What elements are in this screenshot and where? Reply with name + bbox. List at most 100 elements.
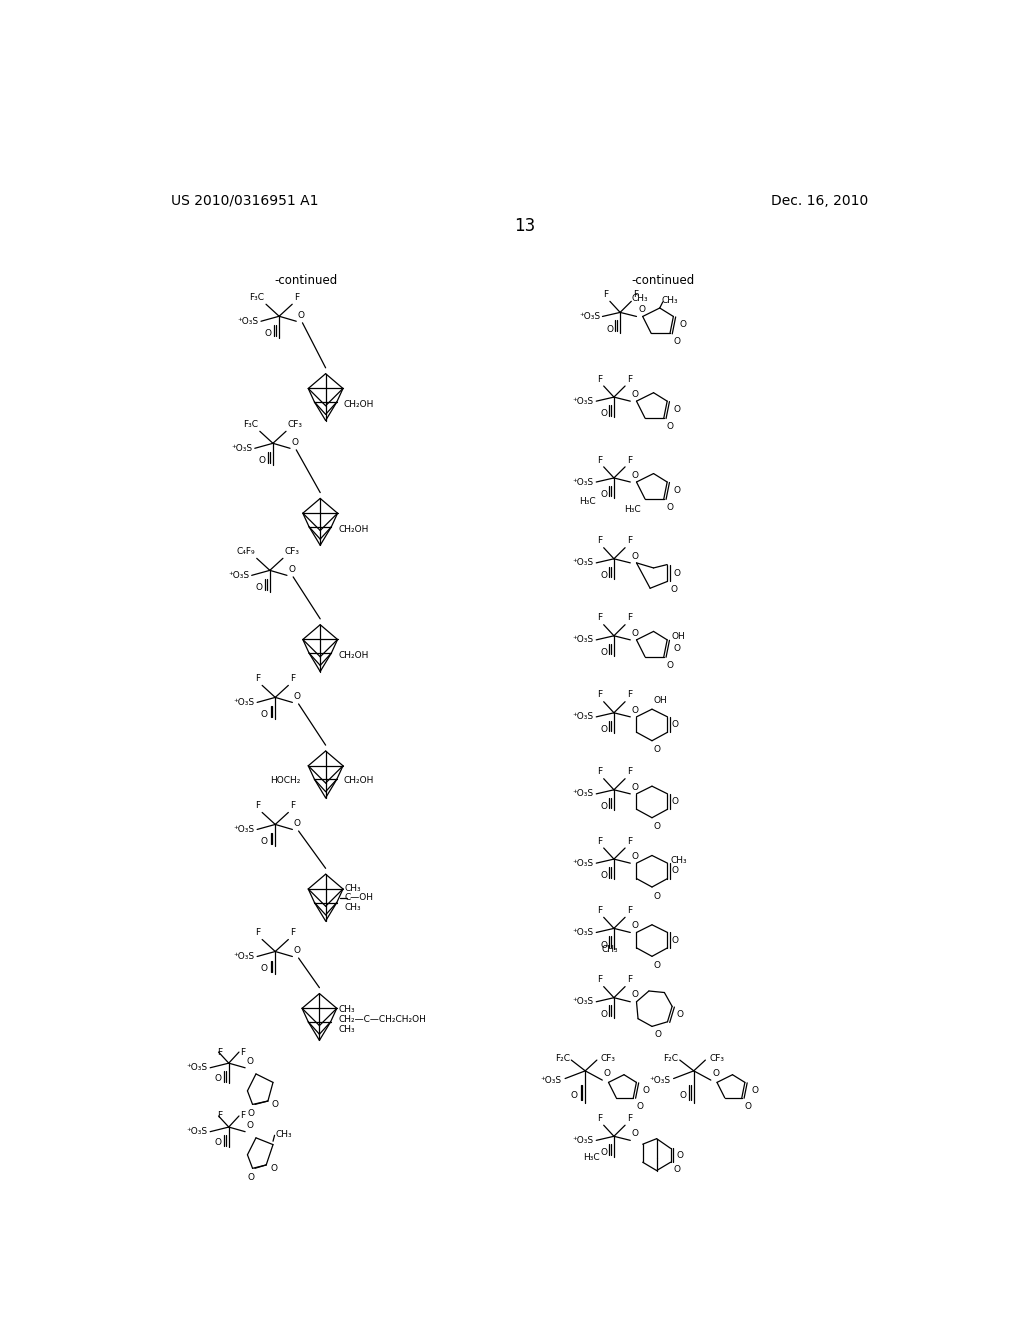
Text: F: F — [597, 1114, 602, 1123]
Text: H₃C: H₃C — [579, 496, 595, 506]
Text: CH₃: CH₃ — [338, 1024, 354, 1034]
Text: O: O — [600, 409, 607, 418]
Text: O: O — [673, 337, 680, 346]
Text: O: O — [606, 325, 613, 334]
Text: F: F — [603, 290, 608, 300]
Text: F: F — [597, 975, 602, 985]
Text: O: O — [674, 1166, 681, 1175]
Text: O: O — [632, 552, 639, 561]
Text: CH₃: CH₃ — [275, 1130, 292, 1139]
Text: O: O — [632, 628, 639, 638]
Text: O: O — [600, 1010, 607, 1019]
Text: F: F — [597, 614, 602, 623]
Text: F: F — [290, 801, 295, 810]
Text: CH₃: CH₃ — [632, 294, 648, 304]
Text: O: O — [672, 797, 678, 807]
Text: O: O — [751, 1085, 758, 1094]
Text: ⁺O₃S: ⁺O₃S — [649, 1076, 671, 1085]
Text: ⁺O₃S: ⁺O₃S — [572, 928, 594, 937]
Text: O: O — [294, 946, 301, 954]
Text: O: O — [270, 1164, 278, 1173]
Text: O: O — [604, 1069, 611, 1077]
Text: O: O — [258, 455, 265, 465]
Text: F: F — [627, 690, 632, 700]
Text: CF₃: CF₃ — [288, 420, 302, 429]
Text: O: O — [600, 1148, 607, 1158]
Text: O: O — [632, 389, 639, 399]
Text: OH: OH — [671, 632, 685, 642]
Text: F: F — [597, 455, 602, 465]
Text: C—OH: C—OH — [344, 894, 373, 902]
Text: ⁺O₃S: ⁺O₃S — [572, 1137, 594, 1144]
Text: O: O — [632, 1129, 639, 1138]
Text: US 2010/0316951 A1: US 2010/0316951 A1 — [171, 194, 318, 207]
Text: O: O — [248, 1109, 255, 1118]
Text: O: O — [261, 710, 267, 719]
Text: -continued: -continued — [631, 273, 694, 286]
Text: ⁺O₃S: ⁺O₃S — [228, 570, 250, 579]
Text: ⁺O₃S: ⁺O₃S — [572, 635, 594, 644]
Text: Dec. 16, 2010: Dec. 16, 2010 — [771, 194, 868, 207]
Text: O: O — [653, 891, 660, 900]
Text: O: O — [632, 706, 639, 714]
Text: O: O — [261, 964, 267, 973]
Text: O: O — [653, 746, 660, 754]
Text: O: O — [600, 572, 607, 579]
Text: F: F — [627, 975, 632, 985]
Text: F: F — [627, 837, 632, 846]
Text: O: O — [673, 486, 680, 495]
Text: O: O — [667, 660, 674, 669]
Text: F: F — [597, 767, 602, 776]
Text: CF₃: CF₃ — [601, 1055, 615, 1063]
Text: CH₃: CH₃ — [671, 855, 687, 865]
Text: ⁺O₃S: ⁺O₃S — [231, 444, 253, 453]
Text: F: F — [597, 375, 602, 384]
Text: O: O — [673, 405, 680, 414]
Text: F₂C: F₂C — [664, 1055, 678, 1063]
Text: O: O — [600, 725, 607, 734]
Text: ⁺O₃S: ⁺O₃S — [572, 478, 594, 487]
Text: O: O — [679, 1092, 686, 1100]
Text: CH₃: CH₃ — [601, 945, 618, 954]
Text: O: O — [255, 583, 262, 591]
Text: O: O — [638, 305, 645, 314]
Text: CH₃: CH₃ — [338, 1005, 354, 1014]
Text: F: F — [633, 290, 638, 300]
Text: O: O — [247, 1121, 254, 1130]
Text: ⁺O₃S: ⁺O₃S — [572, 859, 594, 867]
Text: O: O — [674, 569, 680, 578]
Text: F₃C: F₃C — [244, 420, 258, 429]
Text: F: F — [240, 1111, 245, 1121]
Text: ⁺O₃S: ⁺O₃S — [579, 312, 600, 321]
Text: ⁺O₃S: ⁺O₃S — [572, 789, 594, 799]
Text: O: O — [654, 1030, 662, 1039]
Text: O: O — [292, 438, 299, 446]
Text: F: F — [627, 375, 632, 384]
Text: H₃C: H₃C — [584, 1154, 600, 1163]
Text: O: O — [632, 471, 639, 479]
Text: O: O — [214, 1074, 221, 1084]
Text: F: F — [255, 675, 260, 682]
Text: F: F — [294, 293, 299, 302]
Text: ⁺O₃S: ⁺O₃S — [233, 952, 255, 961]
Text: O: O — [632, 783, 639, 792]
Text: O: O — [713, 1069, 719, 1077]
Text: O: O — [673, 644, 680, 653]
Text: ⁺O₃S: ⁺O₃S — [186, 1064, 208, 1072]
Text: F₃C: F₃C — [250, 293, 264, 302]
Text: O: O — [600, 803, 607, 810]
Text: O: O — [672, 936, 678, 945]
Text: O: O — [298, 310, 305, 319]
Text: O: O — [632, 990, 639, 999]
Text: F: F — [627, 536, 632, 545]
Text: ⁺O₃S: ⁺O₃S — [233, 825, 255, 834]
Text: O: O — [643, 1085, 649, 1094]
Text: O: O — [672, 721, 678, 729]
Text: CH₂OH: CH₂OH — [338, 651, 369, 660]
Text: ⁺O₃S: ⁺O₃S — [541, 1076, 562, 1085]
Text: F: F — [627, 1114, 632, 1123]
Text: O: O — [294, 692, 301, 701]
Text: H₃C: H₃C — [624, 506, 640, 513]
Text: O: O — [667, 422, 674, 430]
Text: CF₃: CF₃ — [285, 546, 299, 556]
